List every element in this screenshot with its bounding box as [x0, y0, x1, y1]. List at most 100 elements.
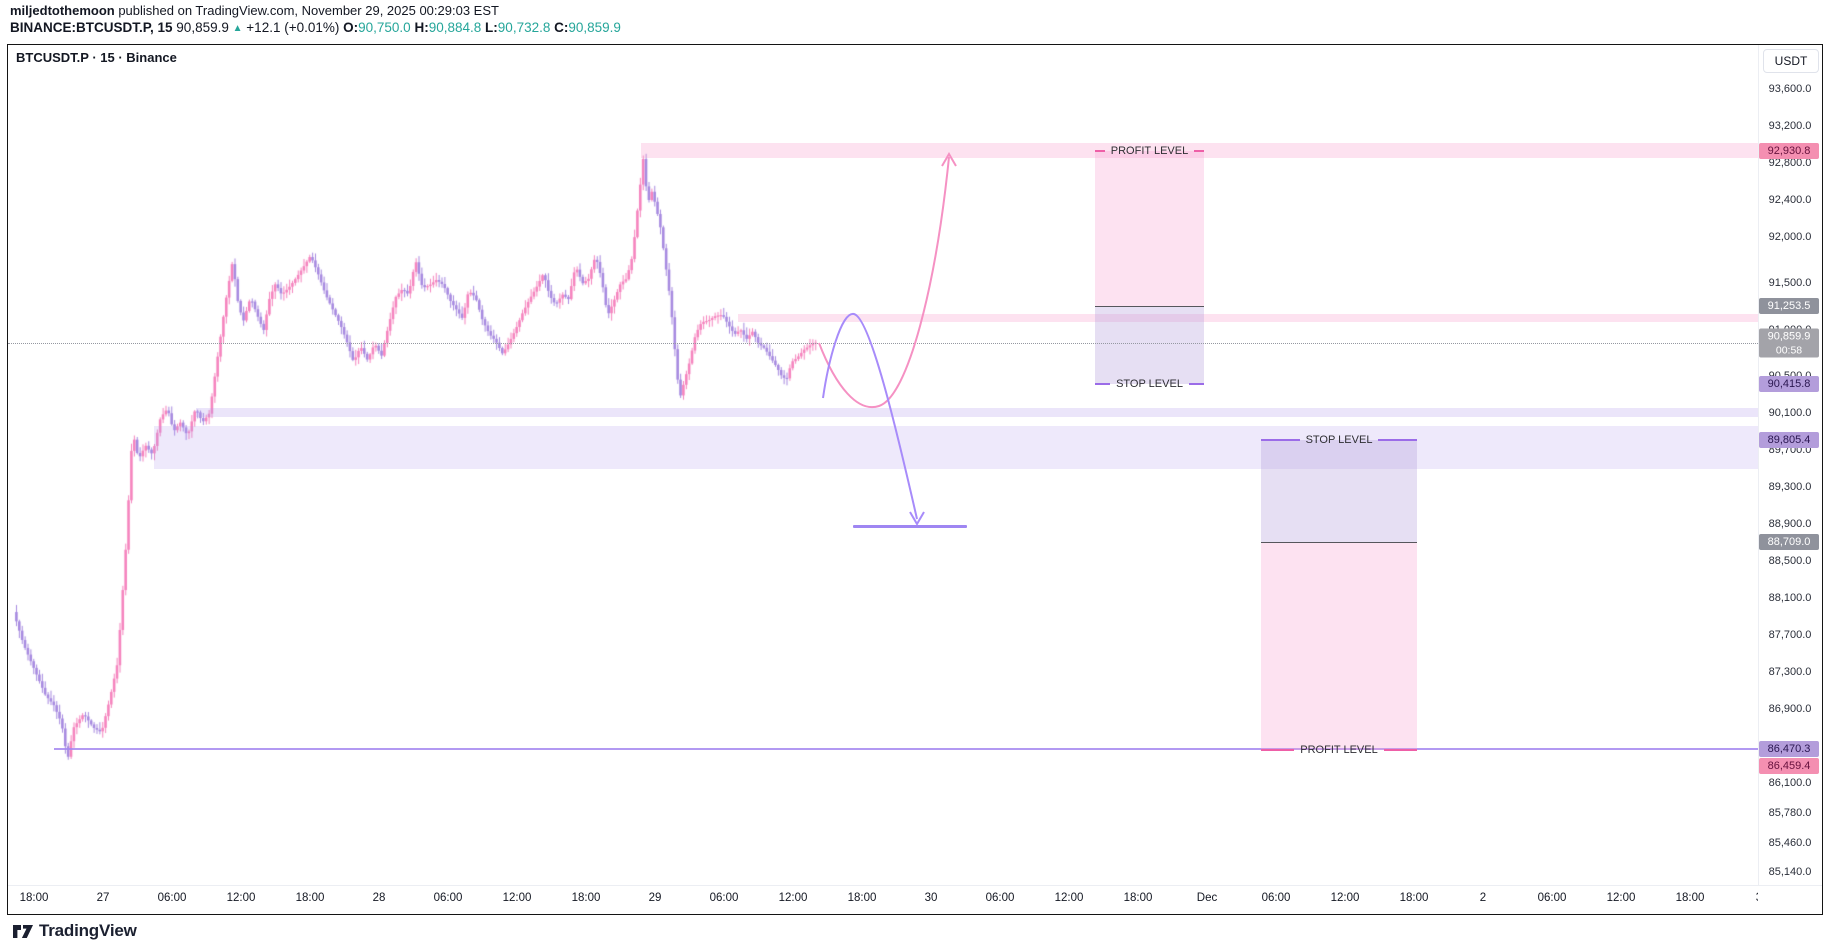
time-axis-label: 18:00: [571, 892, 601, 904]
symbol-label: BINANCE:BTCUSDT.P, 15: [10, 20, 173, 35]
price-badge: 88,709.0: [1759, 533, 1819, 550]
profit-zone: [1095, 151, 1204, 307]
symbol-quote-line: BINANCE:BTCUSDT.P, 15 90,859.9 ▲ +12.1 (…: [10, 19, 621, 37]
price-axis-label: 92,000.0: [1768, 231, 1812, 244]
short-position[interactable]: PROFIT LEVEL STOP LEVEL: [1261, 434, 1418, 756]
entry-level-line[interactable]: [1261, 541, 1417, 543]
attribution-text: published on TradingView.com, November 2…: [114, 3, 499, 18]
time-axis-label: 18:00: [19, 892, 49, 904]
price-axis-label: 87,700.0: [1768, 629, 1812, 642]
level-label: STOP LEVEL: [1116, 377, 1183, 390]
attribution-line: miljedtothemoon published on TradingView…: [10, 3, 499, 19]
time-axis-label: 06:00: [985, 892, 1015, 904]
level-label: PROFIT LEVEL: [1300, 743, 1378, 756]
time-axis-label: 18:00: [1123, 892, 1153, 904]
tradingview-logo-icon: [13, 925, 33, 938]
badge-price: 90,415.8: [1767, 377, 1811, 390]
price-axis-label: 93,200.0: [1768, 120, 1812, 133]
currency-toggle-button[interactable]: USDT: [1763, 49, 1819, 73]
chart-plot-area[interactable]: PROFIT LEVEL STOP LEVEL PROFIT LEVEL STOP L…: [8, 45, 1758, 885]
badge-price: 91,253.5: [1767, 300, 1811, 313]
level-line: [1261, 439, 1300, 442]
high-value: 90,884.8: [428, 20, 482, 35]
price-axis-separator: [1758, 45, 1759, 885]
time-axis-label: 27: [96, 892, 110, 904]
badge-price: 88,709.0: [1767, 535, 1811, 548]
close-value: 90,859.9: [568, 20, 621, 35]
price-change: +12.1 (+0.01%): [246, 20, 340, 35]
price-axis-label: 85,460.0: [1768, 836, 1812, 849]
price-badge: 90,859.9 00:58: [1759, 328, 1819, 358]
price-axis-label: 87,300.0: [1768, 666, 1812, 679]
price-axis-label: 91,500.0: [1768, 277, 1812, 290]
time-axis-label: 12:00: [502, 892, 532, 904]
target-price-segment[interactable]: [853, 524, 967, 528]
time-axis-label: 3: [1756, 892, 1758, 904]
price-badge: 90,415.8: [1759, 375, 1819, 392]
price-axis[interactable]: 93,600.0 93,200.0 92,800.0 92,400.0 92,000.0…: [1758, 45, 1822, 885]
price-axis-label: 88,500.0: [1768, 555, 1812, 568]
time-axis-label: Dec: [1196, 892, 1218, 904]
price-axis-label: 86,900.0: [1768, 703, 1812, 716]
time-axis-label: 06:00: [709, 892, 739, 904]
price-axis-label: 86,100.0: [1768, 777, 1812, 790]
level-line: [1194, 150, 1204, 152]
time-axis-label: 30: [924, 892, 938, 904]
level-line: [1188, 382, 1205, 385]
time-axis-label: 12:00: [778, 892, 808, 904]
price-axis-label: 89,300.0: [1768, 481, 1812, 494]
tradingview-logo[interactable]: TradingView: [12, 920, 137, 942]
price-axis-label: 88,100.0: [1768, 592, 1812, 605]
badge-price: 92,930.8: [1767, 145, 1811, 157]
supply-zone-mid[interactable]: [738, 313, 1758, 322]
demand-zone-wide[interactable]: [154, 425, 1758, 469]
time-axis[interactable]: 18:00 27 06:00 12:00 18:00 28 06:00 12:00 18:00 2…: [8, 885, 1758, 913]
level-line: [1095, 150, 1105, 152]
time-axis-label: 12:00: [1606, 892, 1636, 904]
time-axis-label: 18:00: [1675, 892, 1705, 904]
open-label: O:: [343, 20, 359, 35]
close-label: C:: [554, 20, 569, 35]
price-badge: 89,805.4: [1759, 432, 1819, 449]
low-value: 90,732.8: [497, 20, 551, 35]
price-axis-label: 85,140.0: [1768, 866, 1812, 879]
price-axis-label: 92,800.0: [1768, 157, 1812, 170]
price-badge: 86,459.4: [1759, 758, 1819, 774]
chart-title: BTCUSDT.P · 15 · Binance: [16, 50, 177, 65]
horizontal-ray-line[interactable]: [54, 748, 1758, 750]
time-axis-label: 18:00: [1399, 892, 1429, 904]
price-axis-label: 88,900.0: [1768, 518, 1812, 531]
long-position[interactable]: PROFIT LEVEL STOP LEVEL: [1095, 145, 1205, 390]
price-axis-label: 85,780.0: [1768, 806, 1812, 819]
time-axis-label: 06:00: [157, 892, 187, 904]
price-badge: 86,470.3: [1759, 741, 1819, 757]
time-axis-label: 18:00: [295, 892, 325, 904]
time-axis-label: 06:00: [1537, 892, 1567, 904]
price-axis-label: 93,600.0: [1768, 83, 1812, 96]
time-axis-label: 28: [372, 892, 386, 904]
price-badge: 91,253.5: [1759, 298, 1819, 315]
badge-price: 89,805.4: [1767, 434, 1811, 447]
time-axis-label: 06:00: [1261, 892, 1291, 904]
price-axis-label: 92,400.0: [1768, 194, 1812, 207]
high-label: H:: [414, 20, 429, 35]
badge-countdown: 00:58: [1775, 344, 1803, 357]
author-name: miljedtothemoon: [10, 3, 115, 18]
badge-price: 86,459.4: [1767, 760, 1811, 772]
current-price-line: [8, 342, 1758, 344]
demand-zone-thin[interactable]: [196, 408, 1758, 417]
time-axis-label: 2: [1479, 892, 1487, 904]
time-axis-label: 06:00: [433, 892, 463, 904]
entry-level-line[interactable]: [1095, 306, 1204, 308]
time-axis-label: 18:00: [847, 892, 877, 904]
profit-zone: [1261, 541, 1417, 750]
open-value: 90,750.0: [358, 20, 411, 35]
level-line: [1378, 439, 1418, 442]
badge-price: 86,470.3: [1767, 743, 1811, 755]
price-axis-label: 90,100.0: [1768, 407, 1812, 420]
level-line: [1383, 748, 1417, 751]
time-axis-label: 12:00: [1330, 892, 1360, 904]
time-axis-label: 12:00: [1054, 892, 1084, 904]
level-line: [1261, 748, 1295, 751]
